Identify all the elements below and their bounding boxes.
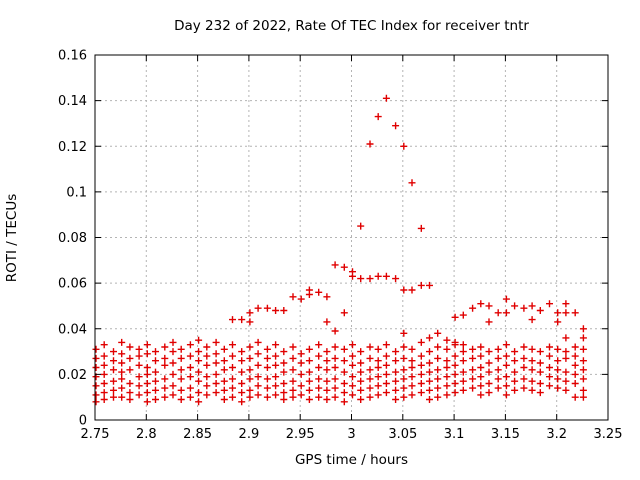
- y-tick-label: 0: [79, 414, 87, 429]
- y-tick-label: 0.08: [58, 231, 87, 246]
- y-tick-label: 0.06: [58, 277, 87, 292]
- x-tick-label: 3.15: [491, 427, 520, 442]
- x-tick-label: 2.85: [183, 427, 212, 442]
- y-tick-label: 0.02: [58, 368, 87, 383]
- x-tick-label: 3.25: [594, 427, 623, 442]
- y-tick-label: 0.04: [58, 322, 87, 337]
- x-tick-label: 2.8: [136, 427, 157, 442]
- x-tick-label: 2.95: [286, 427, 315, 442]
- y-tick-label: 0.12: [58, 140, 87, 155]
- y-tick-label: 0.1: [66, 185, 87, 200]
- x-axis-label: GPS time / hours: [294, 452, 409, 468]
- chart-title: Day 232 of 2022, Rate Of TEC Index for r…: [174, 18, 529, 34]
- x-tick-label: 3.1: [444, 427, 465, 442]
- x-tick-label: 3.2: [546, 427, 567, 442]
- y-tick-label: 0.16: [58, 49, 87, 64]
- x-tick-label: 3: [347, 427, 355, 442]
- x-tick-label: 2.75: [81, 427, 110, 442]
- x-tick-label: 2.9: [239, 427, 260, 442]
- x-tick-label: 3.05: [388, 427, 417, 442]
- y-tick-label: 0.14: [58, 94, 87, 109]
- data-points: [92, 94, 587, 406]
